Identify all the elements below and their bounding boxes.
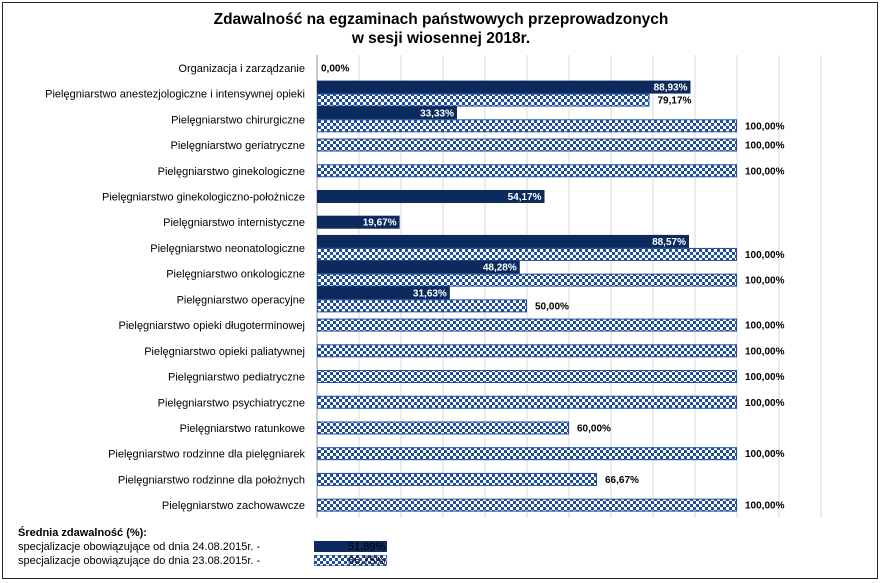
bar-solid xyxy=(317,80,691,94)
data-label-checkered: 100,00% xyxy=(745,321,785,332)
bar-solid xyxy=(317,189,545,203)
data-label-solid: 33,33% xyxy=(420,108,454,119)
category-label: Pielęgniarstwo neonatologiczne xyxy=(150,243,305,255)
bar-solid xyxy=(317,286,450,300)
bar-checkered xyxy=(317,93,650,107)
bar-checkered xyxy=(317,472,598,486)
chart-title: Zdawalność na egzaminach państwowych prz… xyxy=(0,10,882,48)
category-label: Pielęgniarstwo ginekologiczno-położnicze xyxy=(102,191,305,203)
category-label: Organizacja i zarządzanie xyxy=(178,63,305,75)
data-label-solid: 0,00% xyxy=(321,63,349,74)
bar-checkered xyxy=(317,421,569,435)
data-label-checkered: 100,00% xyxy=(745,372,785,383)
category-label: Pielęgniarstwo psychiatryczne xyxy=(158,397,305,409)
category-label: Pielęgniarstwo geriatryczne xyxy=(170,140,305,152)
chart-title-line-2: w sesji wiosennej 2018r. xyxy=(351,30,531,47)
category-label: Pielęgniarstwo onkologiczne xyxy=(166,269,305,281)
data-label-checkered: 100,00% xyxy=(745,346,785,357)
category-label: Pielęgniarstwo operacyjne xyxy=(177,294,305,306)
category-label: Pielęgniarstwo internistyczne xyxy=(163,217,305,229)
data-label-checkered: 79,17% xyxy=(658,96,692,107)
bar-checkered xyxy=(317,299,527,313)
bar-checkered xyxy=(317,498,737,512)
category-label: Pielęgniarstwo chirurgiczne xyxy=(171,114,305,126)
bar-solid xyxy=(317,215,400,229)
legend-swatch-solid xyxy=(314,541,387,552)
data-label-checkered: 100,00% xyxy=(745,276,785,287)
data-label-solid: 88,57% xyxy=(652,237,686,248)
data-label-checkered: 100,00% xyxy=(745,449,785,460)
data-label-checkered: 60,00% xyxy=(577,423,611,434)
category-label: Pielęgniarstwo ginekologiczne xyxy=(158,166,305,178)
bar-checkered xyxy=(317,164,737,178)
category-label: Pielęgniarstwo rodzinne dla pielęgniarek xyxy=(108,449,305,461)
bar-solid xyxy=(317,234,689,248)
legend-value-solid: 51,89% xyxy=(348,541,386,553)
data-label-checkered: 100,00% xyxy=(745,121,785,132)
legend-title: Średnia zdawalność (%): xyxy=(18,527,147,539)
bars xyxy=(317,80,737,512)
data-labels: 0,00% 88,93% 79,17% 33,33% 100,00% 100,00% 100… xyxy=(321,63,785,511)
data-label-checkered: 100,00% xyxy=(745,501,785,512)
data-label-solid: 19,67% xyxy=(363,218,397,229)
bar-checkered xyxy=(317,138,737,152)
data-label-checkered: 100,00% xyxy=(745,250,785,261)
category-label: Pielęgniarstwo anestezjologiczne i inten… xyxy=(45,89,305,101)
legend-swatch-checkered xyxy=(314,555,387,566)
data-label-checkered: 100,00% xyxy=(745,398,785,409)
category-label: Pielęgniarstwo pediatryczne xyxy=(168,372,305,384)
legend-row-checkered: specjalizacje obowiązujące do dnia 23.08… xyxy=(18,554,438,568)
data-label-solid: 54,17% xyxy=(508,192,542,203)
data-label-solid: 48,28% xyxy=(483,263,517,274)
category-label: Pielęgniarstwo zachowawcze xyxy=(162,500,305,512)
data-label-checkered: 66,67% xyxy=(605,475,639,486)
data-label-checkered: 100,00% xyxy=(745,141,785,152)
category-labels: Organizacja i zarządzanie Pielęgniarstwo … xyxy=(45,63,305,512)
bar-checkered xyxy=(317,273,737,287)
bar-checkered xyxy=(317,395,737,409)
legend-row-solid: specjalizacje obowiązujące od dnia 24.08… xyxy=(18,540,438,554)
data-label-solid: 88,93% xyxy=(654,83,688,94)
bar-solid xyxy=(317,260,520,274)
category-label: Pielęgniarstwo rodzinne dla położnych xyxy=(118,474,305,486)
legend-label-solid: specjalizacje obowiązujące od dnia 24.08… xyxy=(18,541,261,553)
category-label: Pielęgniarstwo ratunkowe xyxy=(180,423,305,435)
legend: Średnia zdawalność (%): specjalizacje ob… xyxy=(18,527,438,568)
data-label-checkered: 100,00% xyxy=(745,166,785,177)
bar-checkered xyxy=(317,119,737,133)
legend-value-checkered: 86,75% xyxy=(348,555,386,567)
bar-checkered xyxy=(317,370,737,384)
category-label: Pielęgniarstwo opieki długoterminowej xyxy=(119,320,306,332)
data-label-solid: 31,63% xyxy=(413,288,447,299)
bar-checkered xyxy=(317,344,737,358)
data-label-checkered: 50,00% xyxy=(535,301,569,312)
legend-label-checkered: specjalizacje obowiązujące do dnia 23.08… xyxy=(18,555,261,567)
bar-checkered xyxy=(317,447,737,461)
bar-checkered xyxy=(317,318,737,332)
bar-solid xyxy=(317,106,457,120)
chart-title-line-1: Zdawalność na egzaminach państwowych prz… xyxy=(213,11,669,28)
category-label: Pielęgniarstwo opieki paliatywnej xyxy=(144,346,305,358)
bar-checkered xyxy=(317,247,737,261)
